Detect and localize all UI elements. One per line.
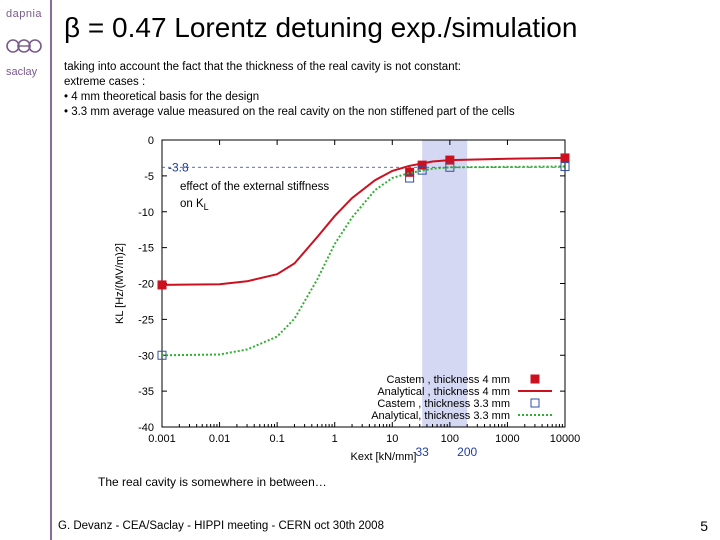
saclay-logo: saclay [6, 66, 38, 78]
x-tick-label: 10 [386, 433, 398, 445]
x-tick-label: 0.001 [148, 433, 176, 445]
slide-title: β = 0.47 Lorentz detuning exp./simulatio… [64, 12, 578, 43]
annotation-line: effect of the external stiffness [180, 181, 329, 193]
cea-logo [6, 39, 42, 53]
legend-label: Analytical , thickness 4 mm [377, 386, 510, 398]
x-tick-label: 1 [332, 433, 338, 445]
y-tick-label: -25 [138, 314, 154, 326]
y-tick-label: -40 [138, 422, 154, 434]
y-tick-label: -35 [138, 386, 154, 398]
data-point [417, 165, 427, 175]
x-tick-label: 0.01 [209, 433, 230, 445]
sidebar: dapnia saclay [0, 0, 50, 540]
sidebar-divider [50, 0, 52, 540]
intro-text: taking into account the fact that the th… [64, 60, 714, 120]
legend-label: Analytical, thickness 3.3 mm [371, 410, 510, 422]
annotation-subscript: L [204, 202, 209, 212]
legend-swatch [530, 374, 540, 384]
band-label: 33 [415, 445, 429, 459]
legend-label: Castem , thickness 3.3 mm [377, 398, 510, 410]
annotation-value: -3.8 [168, 160, 189, 174]
intro-line: • 4 mm theoretical basis for the design [64, 91, 260, 103]
y-tick-label: -10 [138, 207, 154, 219]
x-tick-label: 10000 [550, 433, 581, 445]
x-axis-label: Kext [kN/mm] [350, 451, 416, 463]
legend-swatch [530, 398, 540, 408]
dapnia-logo: dapnia [6, 8, 43, 20]
data-point [445, 162, 455, 172]
series-line [161, 165, 566, 357]
intro-line: extreme cases : [64, 76, 146, 88]
conclusion-text: The real cavity is somewhere in between… [98, 475, 327, 489]
y-tick-label: -30 [138, 350, 154, 362]
y-tick-label: -20 [138, 279, 154, 291]
band-label: 200 [457, 445, 477, 459]
y-tick-label: -15 [138, 243, 154, 255]
intro-line: taking into account the fact that the th… [64, 61, 461, 73]
data-point [405, 173, 415, 183]
x-tick-label: 100 [441, 433, 459, 445]
intro-line: • 3.3 mm average value measured on the r… [64, 106, 515, 118]
series-line [161, 156, 566, 286]
x-tick-label: 0.1 [269, 433, 284, 445]
page-number: 5 [700, 518, 708, 534]
data-point [405, 167, 415, 177]
x-tick-label: 1000 [495, 433, 519, 445]
legend-label: Castem , thickness 4 mm [387, 374, 510, 386]
y-tick-label: 0 [148, 135, 154, 147]
y-axis-label: KL [Hz/(MV/m)2] [114, 243, 126, 324]
highlight-band [422, 140, 468, 427]
y-tick-label: -5 [144, 171, 154, 183]
footer-text: G. Devanz - CEA/Saclay - HIPPI meeting -… [58, 520, 384, 532]
annotation-line: on KL [180, 198, 209, 212]
data-point [560, 162, 570, 172]
